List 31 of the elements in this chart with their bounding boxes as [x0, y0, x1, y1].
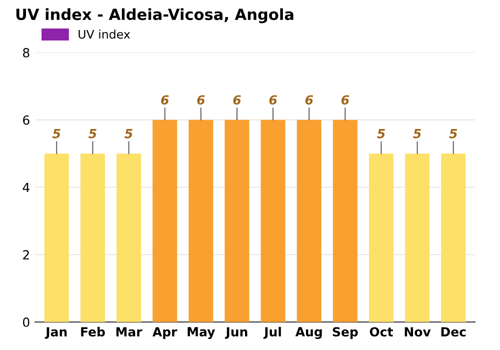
x-tick-label: Nov — [404, 327, 431, 337]
data-label: 5 — [377, 129, 385, 138]
x-tick-label: Jul — [263, 326, 281, 339]
x-tick-label: Feb — [81, 326, 105, 337]
data-label: 5 — [52, 129, 60, 138]
x-tick-label: Jan — [44, 327, 67, 339]
data-label: 6 — [197, 95, 205, 105]
data-label: 6 — [161, 95, 169, 105]
x-tick-label: Apr — [152, 327, 178, 339]
x-tick-label: Jun — [225, 327, 248, 339]
y-tick-label: 4 — [22, 182, 30, 192]
y-tick-label: 8 — [23, 48, 30, 58]
x-tick-label: Aug — [295, 327, 322, 339]
data-label: 5 — [449, 129, 458, 138]
y-tick-label: 6 — [23, 115, 30, 125]
x-tick-label: May — [188, 327, 215, 339]
data-label: 5 — [124, 129, 132, 138]
data-label: 6 — [233, 95, 241, 105]
x-tick-label: Dec — [441, 327, 466, 337]
y-tick-label: 2 — [23, 250, 29, 260]
x-tick-label: Sep — [332, 327, 358, 339]
data-label: 6 — [269, 95, 277, 105]
data-label: 5 — [413, 129, 421, 138]
data-label: 6 — [341, 95, 350, 105]
x-tick-label: Mar — [116, 327, 142, 337]
data-label: 6 — [305, 95, 313, 105]
text: UV index — [78, 30, 130, 39]
x-tick-label: Oct — [370, 327, 393, 337]
y-tick-label: 0 — [23, 317, 30, 327]
chart-title: UV index - Aldeia-Vicosa, Angola — [16, 8, 294, 24]
data-label: 5 — [88, 129, 96, 138]
